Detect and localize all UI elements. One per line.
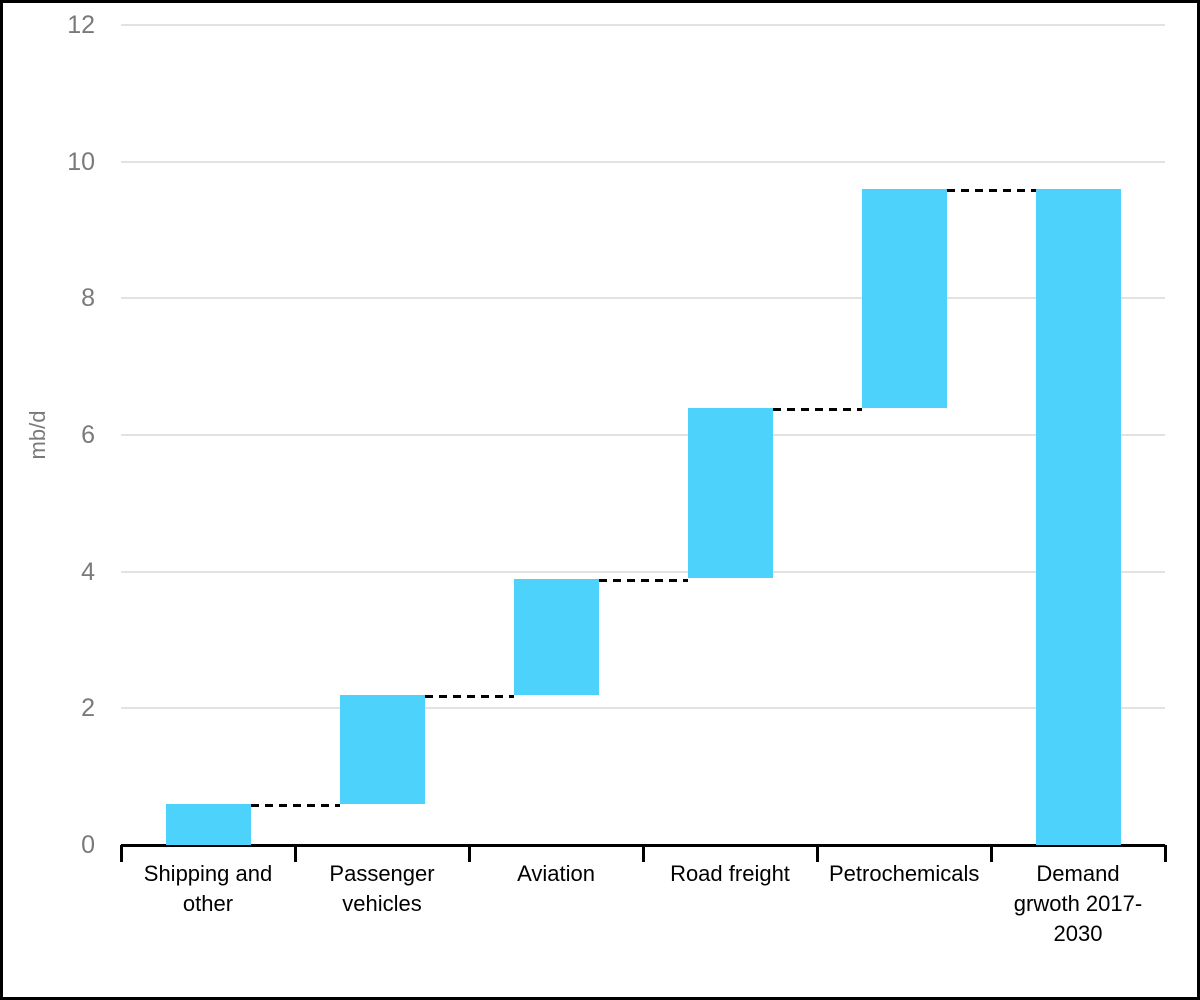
connector-line bbox=[598, 578, 688, 582]
waterfall-bar bbox=[687, 407, 773, 579]
x-category-label: Road freight bbox=[670, 861, 790, 886]
y-gridline bbox=[121, 24, 1165, 26]
x-category-label: Passenger vehicles bbox=[329, 861, 435, 916]
waterfall-bar bbox=[513, 578, 599, 695]
y-tick-label: 0 bbox=[81, 831, 95, 859]
waterfall-bar bbox=[339, 694, 425, 804]
waterfall-bar bbox=[861, 189, 947, 408]
y-gridline bbox=[121, 434, 1165, 436]
x-axis-tick bbox=[1163, 845, 1167, 862]
y-gridline bbox=[121, 297, 1165, 300]
connector-line bbox=[946, 189, 1036, 192]
x-axis-tick bbox=[815, 845, 819, 862]
x-category-label: Petrochemicals bbox=[829, 861, 980, 886]
x-category-label: Aviation bbox=[517, 861, 595, 886]
connector-line bbox=[424, 694, 514, 698]
y-tick-label: 2 bbox=[81, 694, 95, 723]
y-tick-label: 4 bbox=[81, 557, 95, 586]
x-category-label: Demand grwoth 2017-2030 bbox=[1013, 861, 1143, 946]
y-tick-label: 8 bbox=[81, 284, 95, 313]
x-axis-tick bbox=[641, 845, 645, 862]
connector-line bbox=[250, 804, 340, 807]
waterfall-bar bbox=[165, 804, 251, 845]
y-gridline bbox=[121, 707, 1165, 710]
y-tick-label: 12 bbox=[67, 11, 95, 39]
x-axis-tick bbox=[119, 845, 123, 862]
x-axis-tick bbox=[989, 845, 993, 862]
y-tick-label: 10 bbox=[67, 147, 95, 176]
waterfall-bar bbox=[1035, 189, 1121, 845]
connector-line bbox=[772, 407, 862, 411]
y-tick-label: 6 bbox=[81, 421, 95, 449]
y-gridline bbox=[121, 570, 1165, 573]
y-gridline bbox=[121, 160, 1165, 163]
x-category-label: Shipping and other bbox=[143, 861, 273, 916]
x-axis-tick bbox=[467, 845, 471, 862]
x-axis-tick bbox=[293, 845, 297, 862]
